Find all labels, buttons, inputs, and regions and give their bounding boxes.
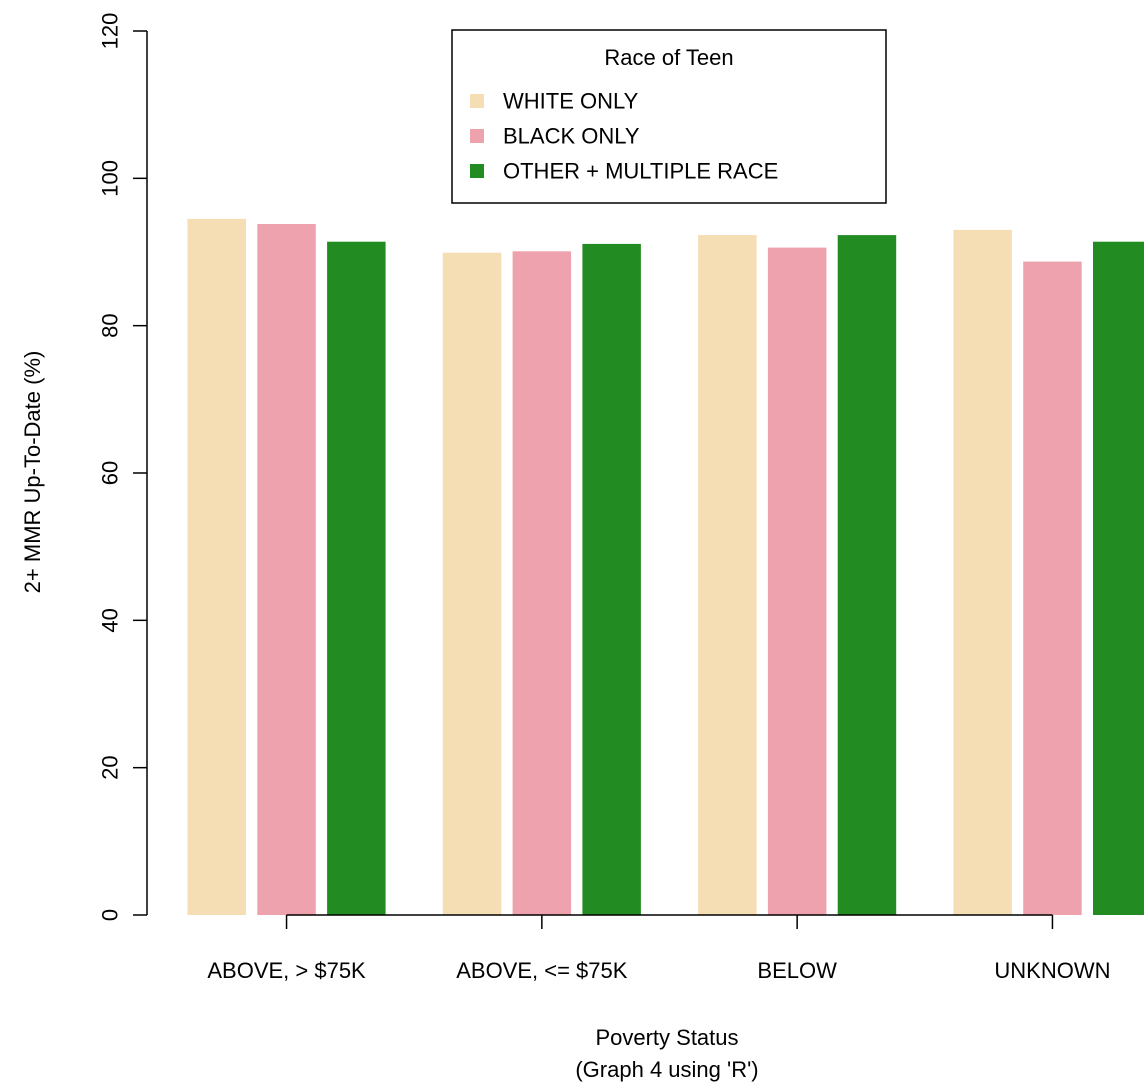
y-tick-label: 40 — [98, 608, 123, 632]
bar-1-0 — [257, 224, 316, 915]
y-tick-label: 120 — [98, 13, 123, 50]
x-axis-label: Poverty Status — [595, 1025, 738, 1050]
y-axis-label: 2+ MMR Up-To-Date (%) — [20, 351, 45, 594]
y-tick-label: 0 — [98, 909, 123, 921]
legend-swatch — [470, 164, 484, 178]
bar-2-2 — [837, 235, 897, 916]
bar-2-1 — [582, 243, 641, 915]
legend-swatch — [470, 129, 484, 143]
legend-items: WHITE ONLY BLACK ONLY OTHER + MULTIPLE RAC… — [470, 89, 778, 184]
legend-box — [451, 29, 887, 204]
legend-title: Race of Teen — [604, 45, 733, 70]
y-tick-label: 100 — [98, 160, 123, 197]
legend-label: WHITE ONLY — [503, 89, 639, 114]
x-tick-label: ABOVE, <= $75K — [456, 958, 628, 983]
legend-label: BLACK ONLY — [503, 124, 640, 149]
bar-0-2 — [698, 235, 757, 916]
x-tick-label: ABOVE, > $75K — [207, 958, 366, 983]
bars-group — [187, 218, 1144, 916]
x-axis-sublabel: (Graph 4 using 'R') — [575, 1057, 758, 1082]
legend-swatch — [470, 94, 484, 108]
y-axis: 0 20 40 60 80 100 120 — [98, 13, 148, 921]
x-axis: ABOVE, > $75K ABOVE, <= $75K BELOW UNKNOWN — [207, 914, 1111, 983]
bar-1-3 — [1023, 261, 1082, 916]
y-tick-label: 80 — [98, 313, 123, 337]
bar-2-3 — [1093, 241, 1144, 915]
y-tick-label: 60 — [98, 461, 123, 485]
bar-0-3 — [953, 229, 1012, 915]
bar-1-1 — [512, 251, 572, 916]
bar-2-0 — [327, 241, 386, 915]
y-tick-label: 20 — [98, 755, 123, 779]
legend-label: OTHER + MULTIPLE RACE — [503, 159, 778, 184]
legend: Race of Teen WHITE ONLY BLACK ONLY OTHER +… — [451, 29, 887, 204]
bar-0-0 — [187, 218, 246, 915]
bar-0-1 — [442, 252, 502, 915]
bar-1-2 — [767, 247, 827, 916]
x-tick-label: UNKNOWN — [994, 958, 1110, 983]
x-tick-label: BELOW — [757, 958, 837, 983]
